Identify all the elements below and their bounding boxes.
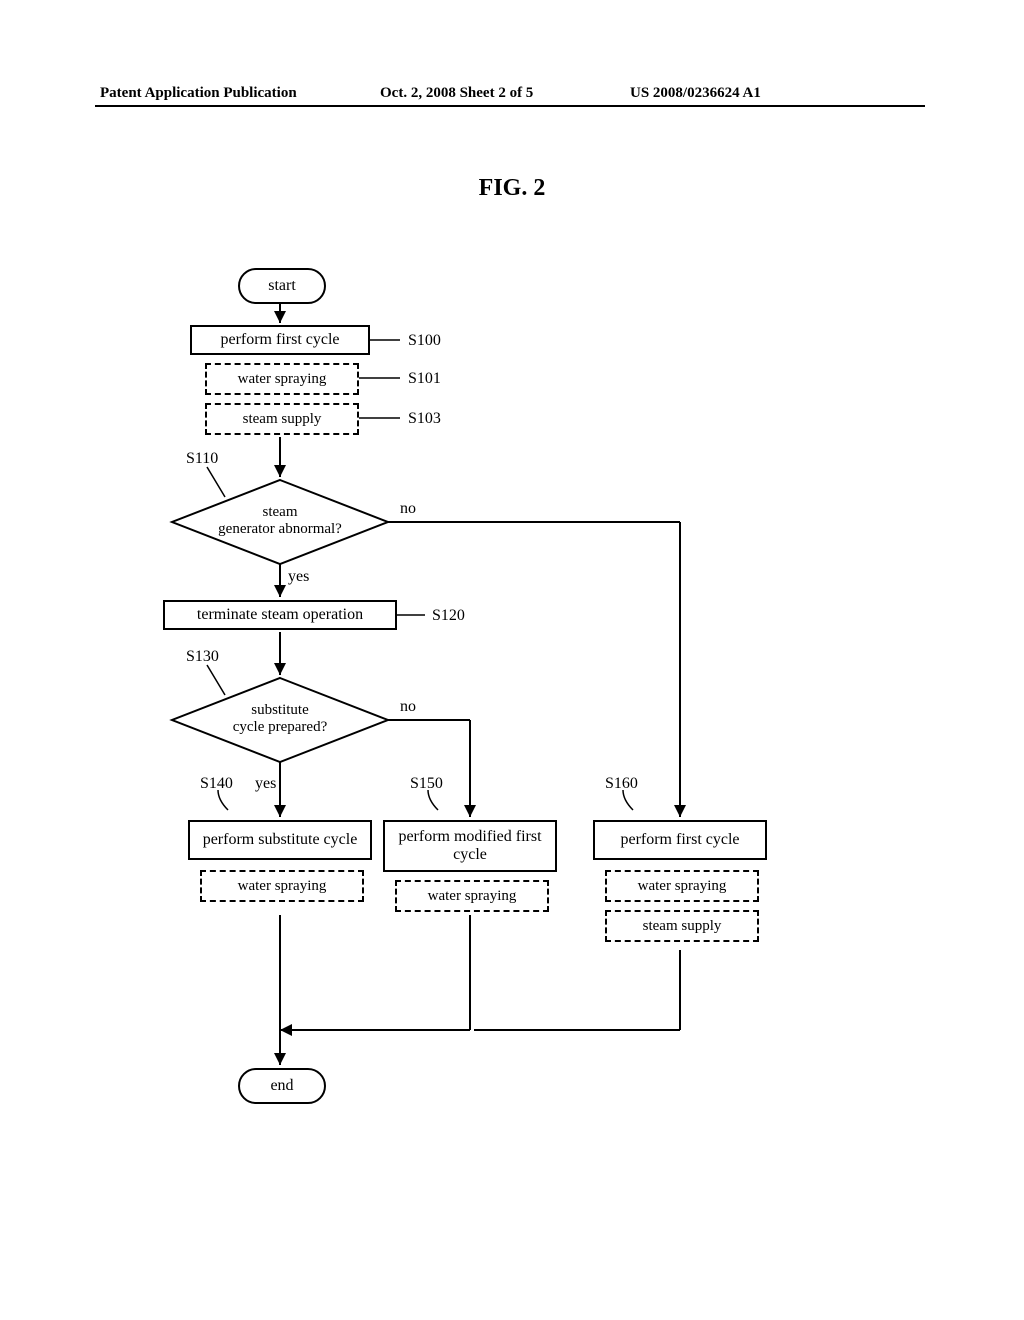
process-s120-label: terminate steam operation [171, 606, 389, 624]
header-left: Patent Application Publication [100, 85, 297, 102]
flowchart-canvas: start perform first cycle water spraying… [0, 250, 1024, 1150]
decision-s110-text: steam generator abnormal? [200, 504, 360, 538]
subbox-s150: water spraying [395, 880, 549, 912]
subbox-s103-label: steam supply [243, 411, 322, 428]
label-s120: S120 [432, 607, 465, 625]
decision-s130-text: substitute cycle prepared? [200, 702, 360, 736]
terminal-end-label: end [270, 1077, 293, 1095]
label-s150: S150 [410, 775, 443, 793]
subbox-s101: water spraying [205, 363, 359, 395]
label-s110: S110 [186, 450, 218, 468]
label-s130-yes: yes [255, 775, 276, 793]
flowchart-lines [0, 250, 1024, 1150]
terminal-end: end [238, 1068, 326, 1104]
label-s101: S101 [408, 370, 441, 388]
subbox-s150-label: water spraying [428, 888, 517, 905]
process-s140: perform substitute cycle [188, 820, 372, 860]
process-s150: perform modified first cycle [383, 820, 557, 872]
subbox-s103: steam supply [205, 403, 359, 435]
terminal-start: start [238, 268, 326, 304]
label-s130: S130 [186, 648, 219, 666]
subbox-s160-2-label: steam supply [643, 918, 722, 935]
label-s110-no: no [400, 500, 416, 518]
terminal-start-label: start [268, 277, 296, 295]
process-s150-label: perform modified first cycle [391, 826, 549, 866]
header-center: Oct. 2, 2008 Sheet 2 of 5 [380, 85, 533, 102]
label-s140: S140 [200, 775, 233, 793]
subbox-s160-1-label: water spraying [638, 878, 727, 895]
label-s100: S100 [408, 332, 441, 350]
process-s100-label: perform first cycle [198, 331, 362, 349]
subbox-s160-1: water spraying [605, 870, 759, 902]
subbox-s140: water spraying [200, 870, 364, 902]
process-s100: perform first cycle [190, 325, 370, 355]
header-right: US 2008/0236624 A1 [630, 85, 761, 102]
label-s103: S103 [408, 410, 441, 428]
process-s140-label: perform substitute cycle [196, 826, 364, 854]
label-s130-no: no [400, 698, 416, 716]
label-s160: S160 [605, 775, 638, 793]
figure-title: FIG. 2 [0, 175, 1024, 202]
subbox-s160-2: steam supply [605, 910, 759, 942]
process-s120: terminate steam operation [163, 600, 397, 630]
header-rule [95, 105, 925, 107]
process-s160-label: perform first cycle [601, 826, 759, 854]
label-s110-yes: yes [288, 568, 309, 586]
process-s160: perform first cycle [593, 820, 767, 860]
subbox-s101-label: water spraying [238, 371, 327, 388]
subbox-s140-label: water spraying [238, 878, 327, 895]
